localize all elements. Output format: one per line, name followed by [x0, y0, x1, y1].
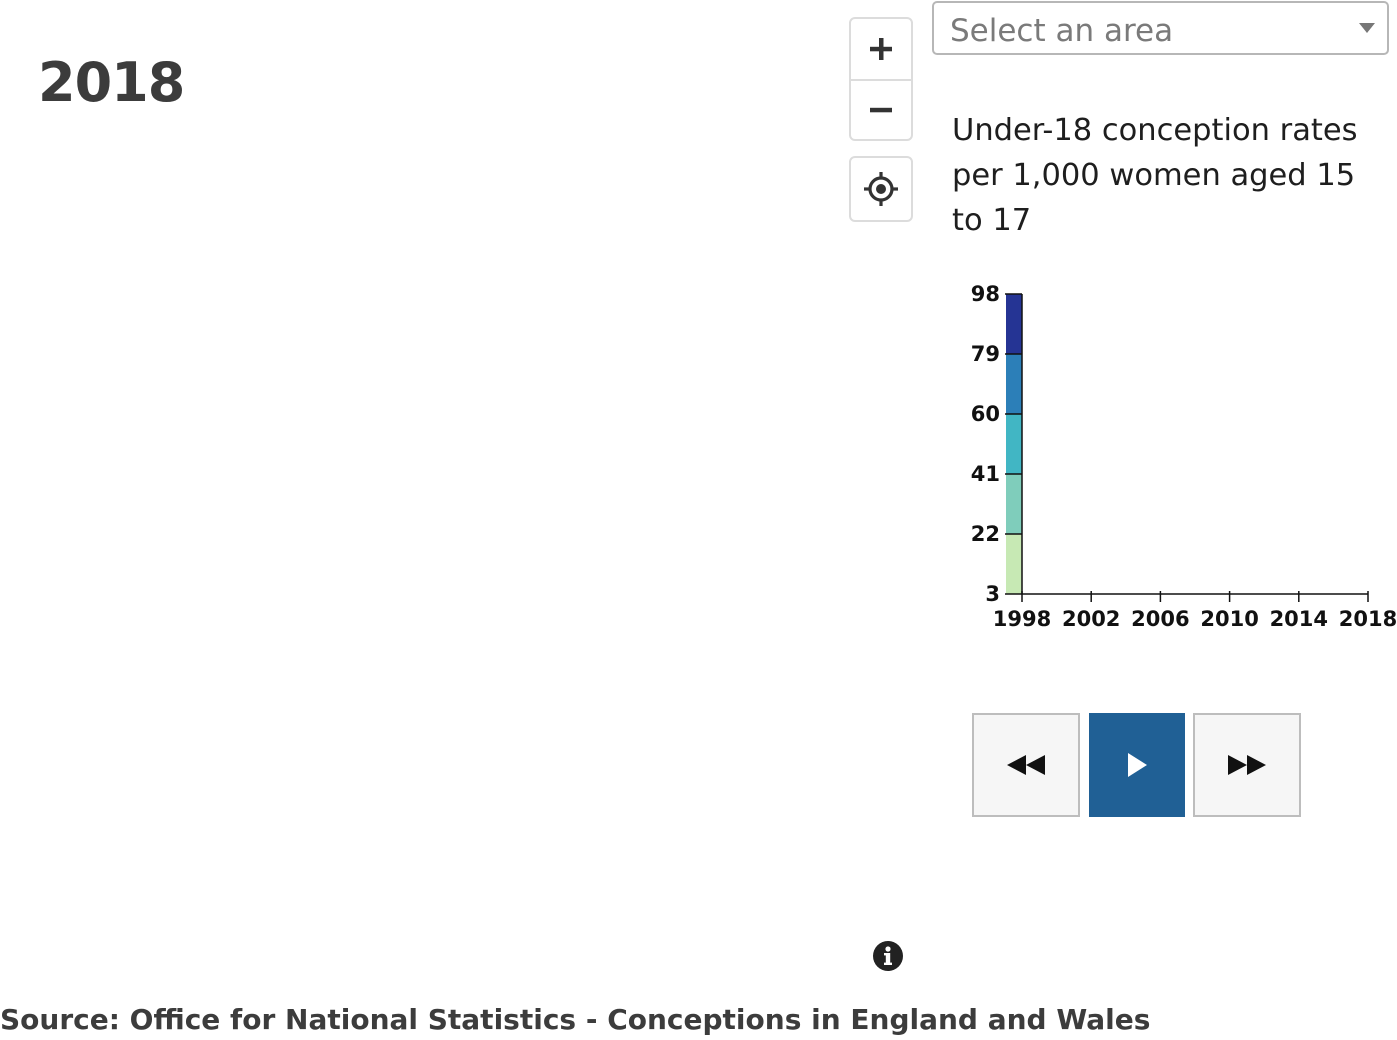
area-select-placeholder: Select an area — [950, 13, 1174, 49]
fast-forward-icon — [1228, 755, 1266, 775]
minus-icon — [870, 107, 892, 113]
y-tick-label: 41 — [971, 462, 1000, 486]
x-tick-label: 2010 — [1200, 607, 1258, 631]
legend-color-band — [1006, 534, 1022, 594]
y-tick-label: 60 — [971, 402, 1000, 426]
x-tick-label: 2002 — [1062, 607, 1120, 631]
zoom-controls — [849, 17, 913, 141]
play-icon — [1128, 753, 1147, 777]
crosshair-locate-icon — [864, 172, 898, 206]
info-icon — [873, 941, 903, 971]
y-tick-label: 3 — [985, 582, 1000, 606]
y-tick-label: 98 — [971, 282, 1000, 306]
rewind-button[interactable] — [972, 713, 1080, 817]
playback-controls — [972, 713, 1302, 817]
y-tick-label: 79 — [971, 342, 1000, 366]
zoom-out-button[interactable] — [851, 80, 911, 140]
fast-forward-button[interactable] — [1193, 713, 1301, 817]
info-button[interactable] — [872, 940, 904, 972]
year-title: 2018 — [38, 51, 185, 114]
legend-color-band — [1006, 354, 1022, 414]
locate-button[interactable] — [849, 156, 913, 222]
legend-color-band — [1006, 474, 1022, 534]
caret-down-icon — [1359, 23, 1375, 33]
area-select[interactable]: Select an area — [932, 1, 1389, 55]
legend-color-band — [1006, 414, 1022, 474]
rewind-icon — [1007, 755, 1045, 775]
x-tick-label: 2014 — [1270, 607, 1328, 631]
legend-title: Under-18 conception rates per 1,000 wome… — [952, 113, 1358, 238]
play-button[interactable] — [1089, 713, 1185, 817]
x-tick-label: 2018 — [1339, 607, 1397, 631]
plus-icon — [870, 38, 892, 60]
y-tick-label: 22 — [971, 522, 1000, 546]
legend-chart: 3 22 41 60 79 98 1998 2002 2006 2010 2014 2018 — [971, 282, 1397, 631]
x-tick-label: 2006 — [1131, 607, 1189, 631]
zoom-in-button[interactable] — [851, 19, 911, 81]
source-line: Source: Office for National Statistics -… — [0, 1003, 1151, 1036]
x-tick-label: 1998 — [993, 607, 1051, 631]
legend-color-band — [1006, 294, 1022, 354]
